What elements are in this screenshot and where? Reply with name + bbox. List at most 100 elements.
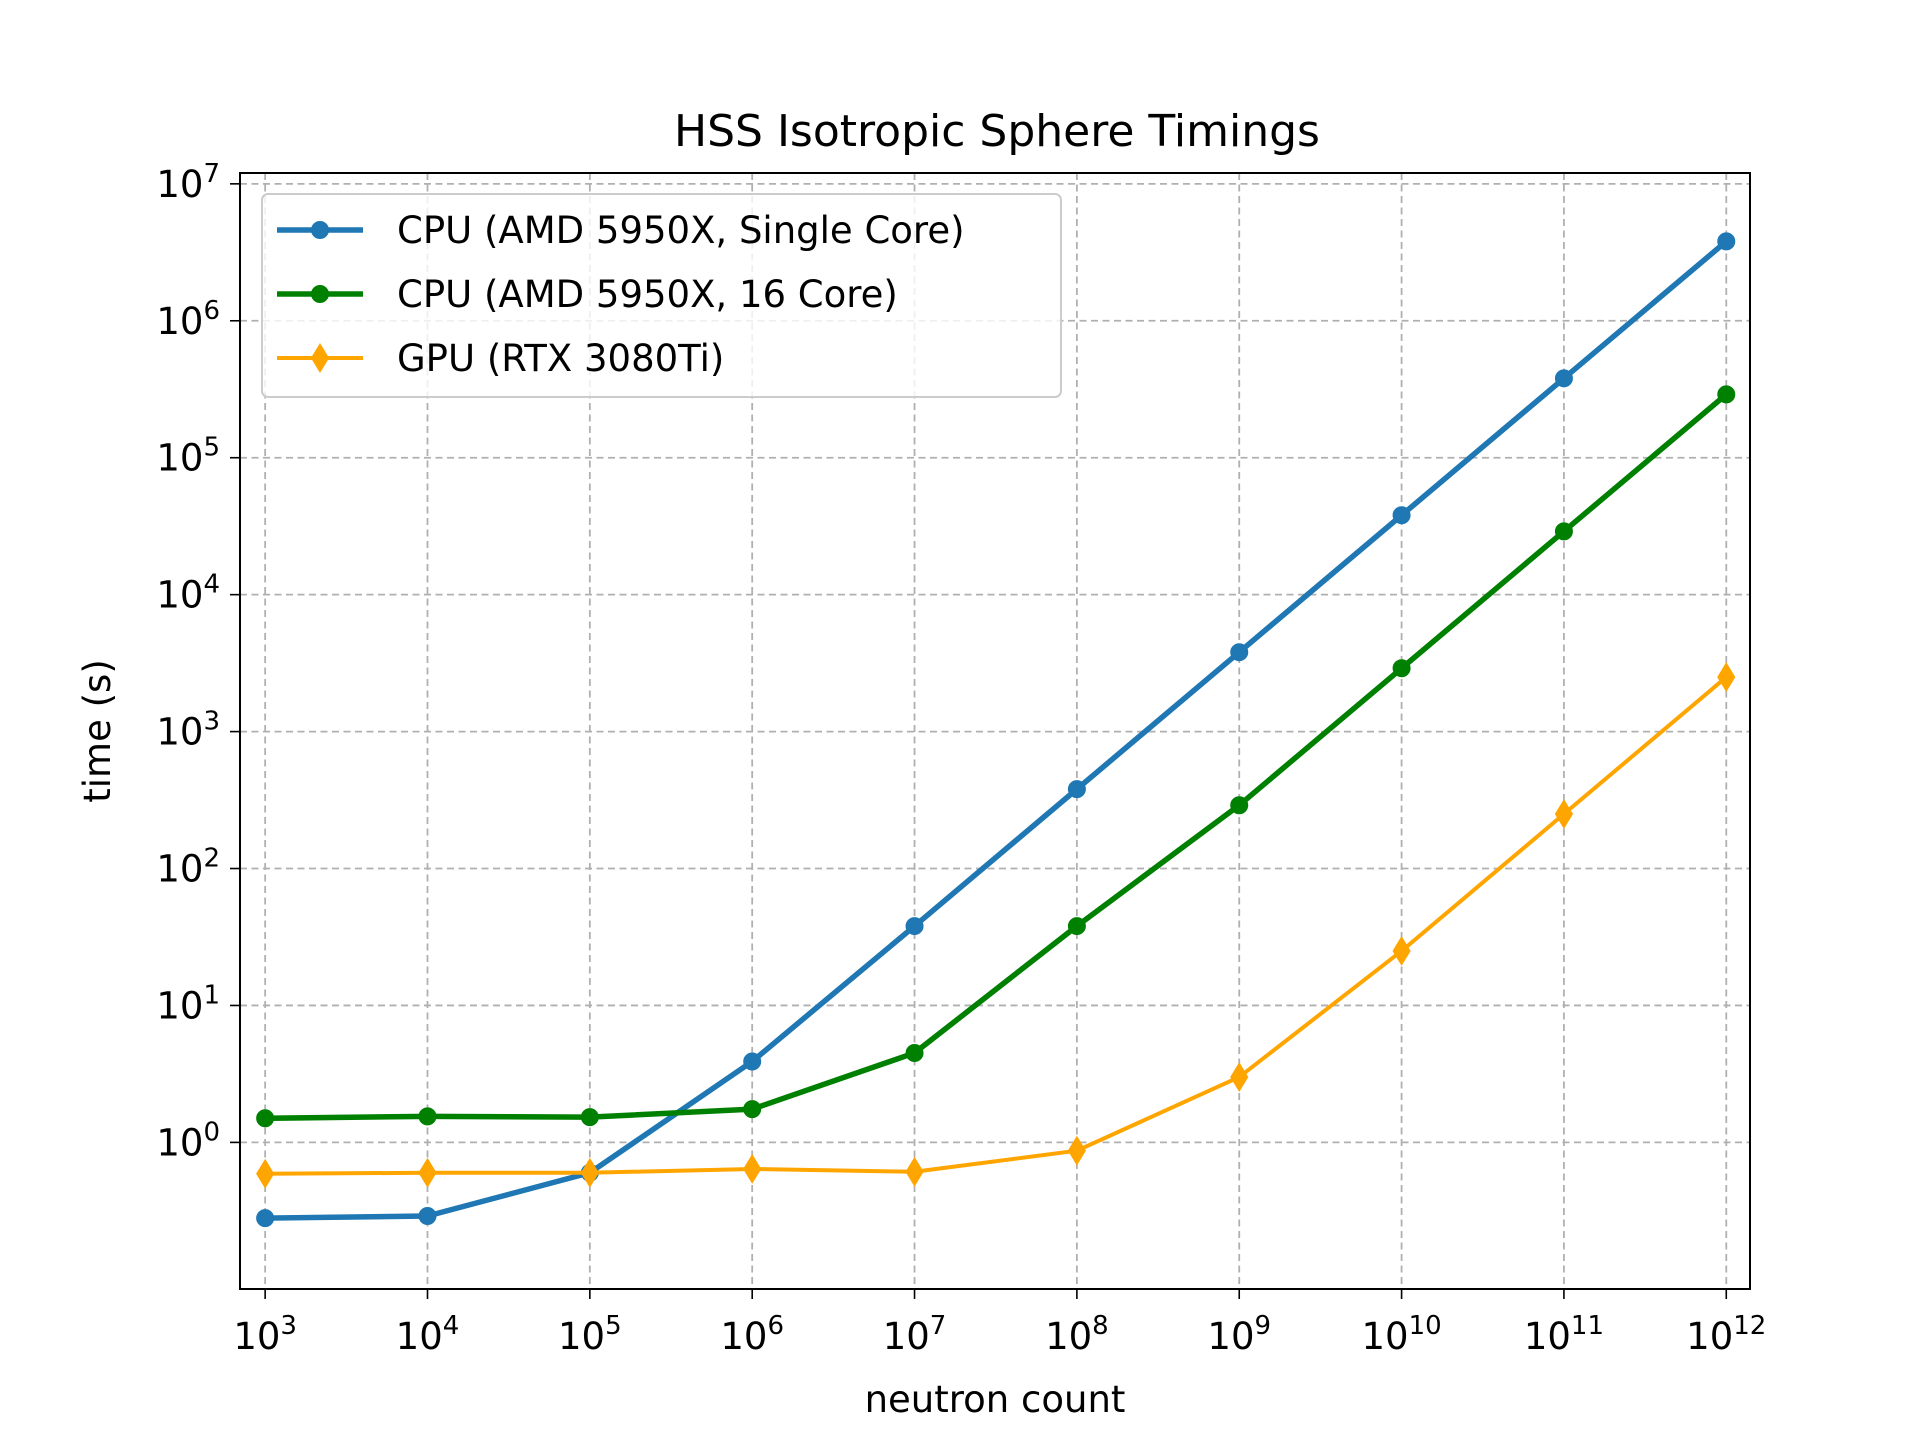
series-group: [256, 232, 1736, 1228]
x-tick-label-base: 10: [233, 1315, 280, 1358]
data-point: [1717, 662, 1736, 693]
data-point: [418, 1157, 437, 1188]
data-point: [1717, 232, 1736, 251]
x-tick-label-exponent: 6: [767, 1311, 784, 1341]
x-tick-label: 106: [720, 1311, 784, 1358]
x-tick-label-exponent: 10: [1409, 1311, 1442, 1341]
y-tick-label-exponent: 0: [203, 1117, 220, 1147]
y-tick-label-exponent: 1: [203, 980, 220, 1010]
x-tick-label: 1010: [1361, 1311, 1441, 1358]
x-tick-label: 107: [883, 1311, 947, 1358]
x-tick-label-exponent: 4: [443, 1311, 460, 1341]
y-tick-label-base: 10: [156, 848, 203, 891]
legend-label: CPU (AMD 5950X, Single Core): [397, 209, 965, 252]
data-point: [580, 1157, 599, 1188]
y-tick-label: 101: [156, 980, 220, 1027]
x-tick-label-exponent: 5: [605, 1311, 622, 1341]
y-tick-label-base: 10: [156, 163, 203, 206]
x-tick-label: 103: [233, 1311, 297, 1358]
y-tick-label: 106: [156, 296, 220, 343]
data-point: [905, 1043, 924, 1062]
legend-marker: [311, 285, 329, 303]
y-tick-label-base: 10: [156, 437, 203, 480]
data-point: [743, 1100, 762, 1119]
y-tick-label-exponent: 7: [203, 159, 220, 189]
legend-box: [261, 193, 1062, 398]
y-tick-label-exponent: 3: [203, 707, 220, 737]
x-tick-label-exponent: 8: [1092, 1311, 1109, 1341]
legend-item: GPU (RTX 3080Ti): [277, 337, 724, 380]
x-tick-label-exponent: 11: [1571, 1311, 1604, 1341]
legend-label: GPU (RTX 3080Ti): [397, 337, 724, 380]
y-tick-label-exponent: 4: [203, 570, 220, 600]
x-tick-label-base: 10: [1045, 1315, 1092, 1358]
legend-marker: [311, 221, 329, 239]
x-tick-label-base: 10: [558, 1315, 605, 1358]
data-point: [1392, 936, 1411, 966]
y-tick-label-exponent: 5: [203, 433, 220, 463]
data-point: [1067, 1135, 1086, 1166]
x-tick-label-exponent: 12: [1733, 1311, 1766, 1341]
axes: 103 104 105 106 107 108 109 1010 1011 10121001011…: [156, 159, 1766, 1358]
legend-item: CPU (AMD 5950X, 16 Core): [277, 273, 898, 316]
chart-title: HSS Isotropic Sphere Timings: [674, 106, 1320, 157]
data-point: [905, 917, 924, 936]
legend-item: CPU (AMD 5950X, Single Core): [277, 209, 965, 252]
data-point: [905, 1156, 924, 1187]
x-tick-label: 104: [396, 1311, 460, 1358]
data-point: [418, 1107, 437, 1126]
series-3: [256, 662, 1736, 1189]
x-tick-label-exponent: 9: [1255, 1311, 1272, 1341]
y-tick-label: 104: [156, 570, 220, 617]
legend: CPU (AMD 5950X, Single Core) CPU (AMD 595…: [261, 193, 1062, 398]
y-tick-label-base: 10: [156, 711, 203, 754]
data-point: [743, 1052, 762, 1071]
x-tick-label-exponent: 7: [930, 1311, 947, 1341]
y-tick-label: 107: [156, 159, 220, 206]
x-tick-label-base: 10: [1686, 1315, 1733, 1358]
y-tick-label-base: 10: [156, 984, 203, 1027]
x-axis-label: neutron count: [865, 1378, 1126, 1421]
y-tick-label: 102: [156, 844, 220, 891]
x-tick-label: 1012: [1686, 1311, 1766, 1358]
data-point: [1230, 796, 1249, 815]
legend-label: CPU (AMD 5950X, 16 Core): [397, 273, 898, 316]
y-tick-label-base: 10: [156, 300, 203, 343]
y-axis-label: time (s): [76, 659, 119, 803]
x-tick-label-base: 10: [1524, 1315, 1571, 1358]
data-point: [1392, 659, 1411, 678]
x-tick-label-base: 10: [883, 1315, 930, 1358]
series-line: [262, 237, 1731, 1221]
y-tick-label-exponent: 6: [203, 296, 220, 326]
x-tick-label-base: 10: [396, 1315, 443, 1358]
x-tick-label-exponent: 3: [280, 1311, 297, 1341]
y-tick-label-base: 10: [156, 574, 203, 617]
data-point: [580, 1108, 599, 1127]
y-tick-label: 105: [156, 433, 220, 480]
data-point: [1067, 780, 1086, 799]
data-point: [743, 1153, 762, 1184]
data-point: [1230, 1062, 1249, 1093]
x-tick-label: 1011: [1524, 1311, 1604, 1358]
y-tick-label: 100: [156, 1117, 220, 1164]
x-tick-label-base: 10: [1361, 1315, 1408, 1358]
data-point: [1717, 385, 1736, 404]
data-point: [1230, 643, 1249, 662]
data-point: [418, 1207, 437, 1226]
data-point: [1554, 799, 1574, 829]
series-line: [262, 390, 1731, 1122]
data-point: [256, 1209, 275, 1228]
data-point: [1067, 917, 1086, 936]
x-tick-label-base: 10: [1207, 1315, 1254, 1358]
x-tick-label: 109: [1207, 1311, 1271, 1358]
x-tick-label-base: 10: [720, 1315, 767, 1358]
data-point: [256, 1109, 275, 1128]
series-line: [263, 674, 1730, 1176]
x-tick-label: 105: [558, 1311, 622, 1358]
series-2: [256, 385, 1736, 1128]
y-tick-label-base: 10: [156, 1121, 203, 1164]
x-tick-label: 108: [1045, 1311, 1109, 1358]
data-point: [256, 1158, 275, 1189]
y-tick-label: 103: [156, 707, 220, 754]
